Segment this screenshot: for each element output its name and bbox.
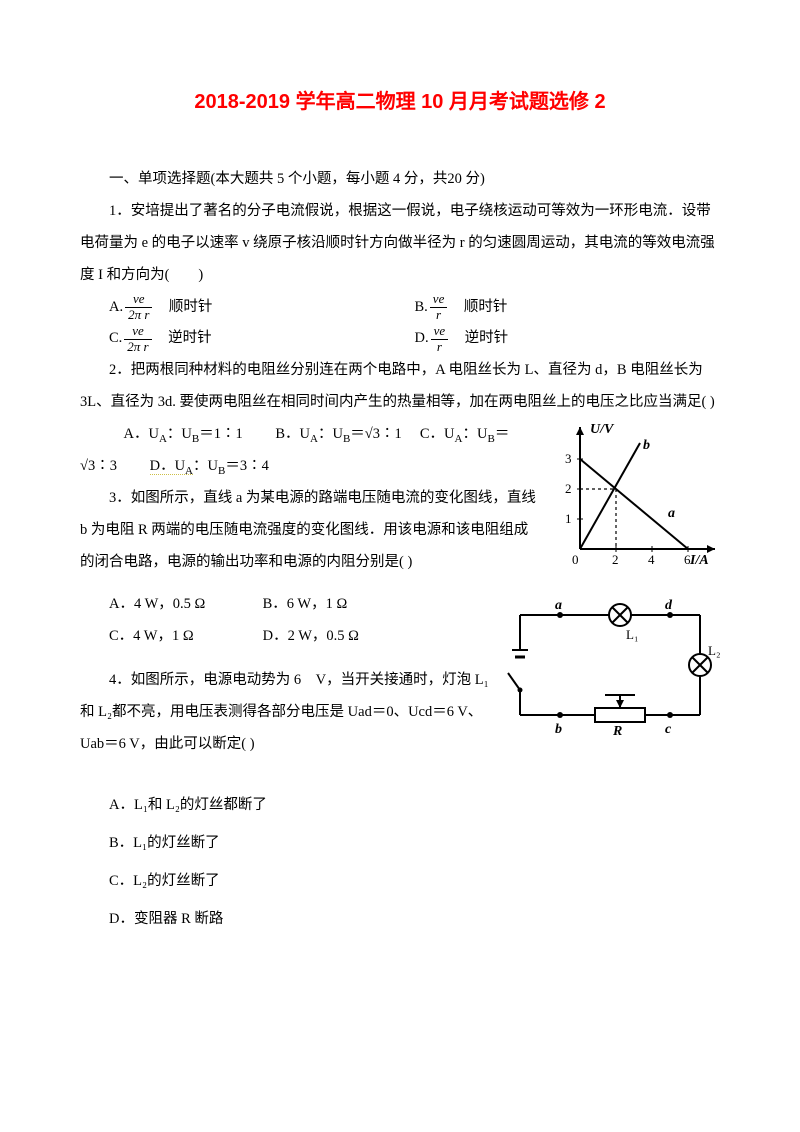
question-2-text: 2．把两根同种材料的电阻丝分别连在两个电路中，A 电阻丝长为 L、直径为 d，B… bbox=[80, 355, 720, 419]
q1a-num: ve bbox=[125, 292, 152, 307]
node-d: d bbox=[665, 598, 673, 613]
q4-option-d: D．变阻器 R 断路 bbox=[80, 904, 720, 936]
q3-option-d: D．2 W，0.5 Ω bbox=[263, 628, 359, 644]
question-1-text: 1．安培提出了著名的分子电流假说，根据这一假说，电子绕核运动可等效为一环形电流．… bbox=[80, 196, 720, 292]
page-root: 2018-2019 学年高二物理 10 月月考试题选修 2 一、单项选择题(本大… bbox=[0, 0, 800, 982]
chart-a-label: a bbox=[668, 506, 675, 521]
q3-chart: U/V I/A 1 2 3 0 2 4 6 a b bbox=[550, 419, 720, 569]
ytick-2: 2 bbox=[565, 481, 572, 496]
chart-b-label: b bbox=[643, 438, 650, 453]
section-1-header: 一、单项选择题(本大题共 5 个小题，每小题 4 分，共20 分) bbox=[80, 164, 720, 196]
chart-xlabel: I/A bbox=[689, 553, 709, 568]
xtick-0: 0 bbox=[572, 552, 579, 567]
q3-option-a: A．4 W，0.5 Ω bbox=[109, 589, 259, 621]
q1b-num: ve bbox=[430, 292, 448, 307]
q4-option-a: A．L₁和 L₂的灯丝都断了 bbox=[80, 790, 720, 822]
q4-option-c: C．L₂的灯丝断了 bbox=[80, 866, 720, 898]
q1-option-b: B.ver 顺时针 bbox=[415, 292, 721, 324]
circuit-svg: L₁ L₂ R a d b c bbox=[500, 595, 720, 735]
chart-line-a bbox=[580, 459, 688, 549]
q1d-tail: 逆时针 bbox=[450, 330, 508, 346]
ytick-1: 1 bbox=[565, 511, 572, 526]
q2-option-b: B．UA：UB＝√3∶1 bbox=[275, 426, 401, 442]
circuit-l2-label: L₂ bbox=[708, 643, 720, 658]
q1-option-a: A.ve2π r 顺时针 bbox=[109, 292, 415, 324]
q1-option-d: D.ver 逆时针 bbox=[415, 323, 721, 355]
q4-option-b: B．L₁的灯丝断了 bbox=[80, 828, 720, 860]
uv-ia-chart-svg: U/V I/A 1 2 3 0 2 4 6 a b bbox=[550, 419, 720, 569]
xtick-6: 6 bbox=[684, 552, 691, 567]
q1c-num: ve bbox=[124, 324, 151, 339]
q1a-tail: 顺时针 bbox=[154, 299, 212, 315]
node-c: c bbox=[665, 722, 672, 735]
q4-options: A．L₁和 L₂的灯丝都断了 B．L₁的灯丝断了 C．L₂的灯丝断了 D．变阻器… bbox=[80, 790, 720, 936]
node-b: b bbox=[555, 722, 562, 735]
q1d-num: ve bbox=[431, 324, 449, 339]
circuit-l1-label: L₁ bbox=[626, 627, 638, 642]
q3-option-b: B．6 W，1 Ω bbox=[263, 596, 348, 612]
q4-circuit: L₁ L₂ R a d b c bbox=[500, 595, 720, 735]
exam-title: 2018-2019 学年高二物理 10 月月考试题选修 2 bbox=[80, 80, 720, 124]
q1-row-cd: C.ve2π r 逆时针 D.ver 逆时针 bbox=[109, 323, 720, 355]
q1-option-c: C.ve2π r 逆时针 bbox=[109, 323, 415, 355]
q1c-den: 2π r bbox=[124, 340, 151, 354]
q1-row-ab: A.ve2π r 顺时针 B.ver 顺时针 bbox=[109, 292, 720, 324]
q1a-den: 2π r bbox=[125, 308, 152, 322]
circuit-r-label: R bbox=[612, 724, 622, 735]
q2-option-a: A．UA：UB＝1∶1 bbox=[124, 426, 243, 442]
node-a: a bbox=[555, 598, 562, 613]
q1b-tail: 顺时针 bbox=[449, 299, 507, 315]
xtick-4: 4 bbox=[648, 552, 655, 567]
q2-option-d: D．UA：UB＝3∶4 bbox=[150, 458, 269, 474]
chart-ylabel: U/V bbox=[590, 422, 615, 437]
q1c-tail: 逆时针 bbox=[154, 330, 212, 346]
chart-line-b bbox=[580, 443, 640, 549]
q1d-den: r bbox=[431, 340, 449, 354]
xtick-2: 2 bbox=[612, 552, 619, 567]
ytick-3: 3 bbox=[565, 451, 572, 466]
q3-option-c: C．4 W，1 Ω bbox=[109, 621, 259, 653]
q1b-den: r bbox=[430, 308, 448, 322]
